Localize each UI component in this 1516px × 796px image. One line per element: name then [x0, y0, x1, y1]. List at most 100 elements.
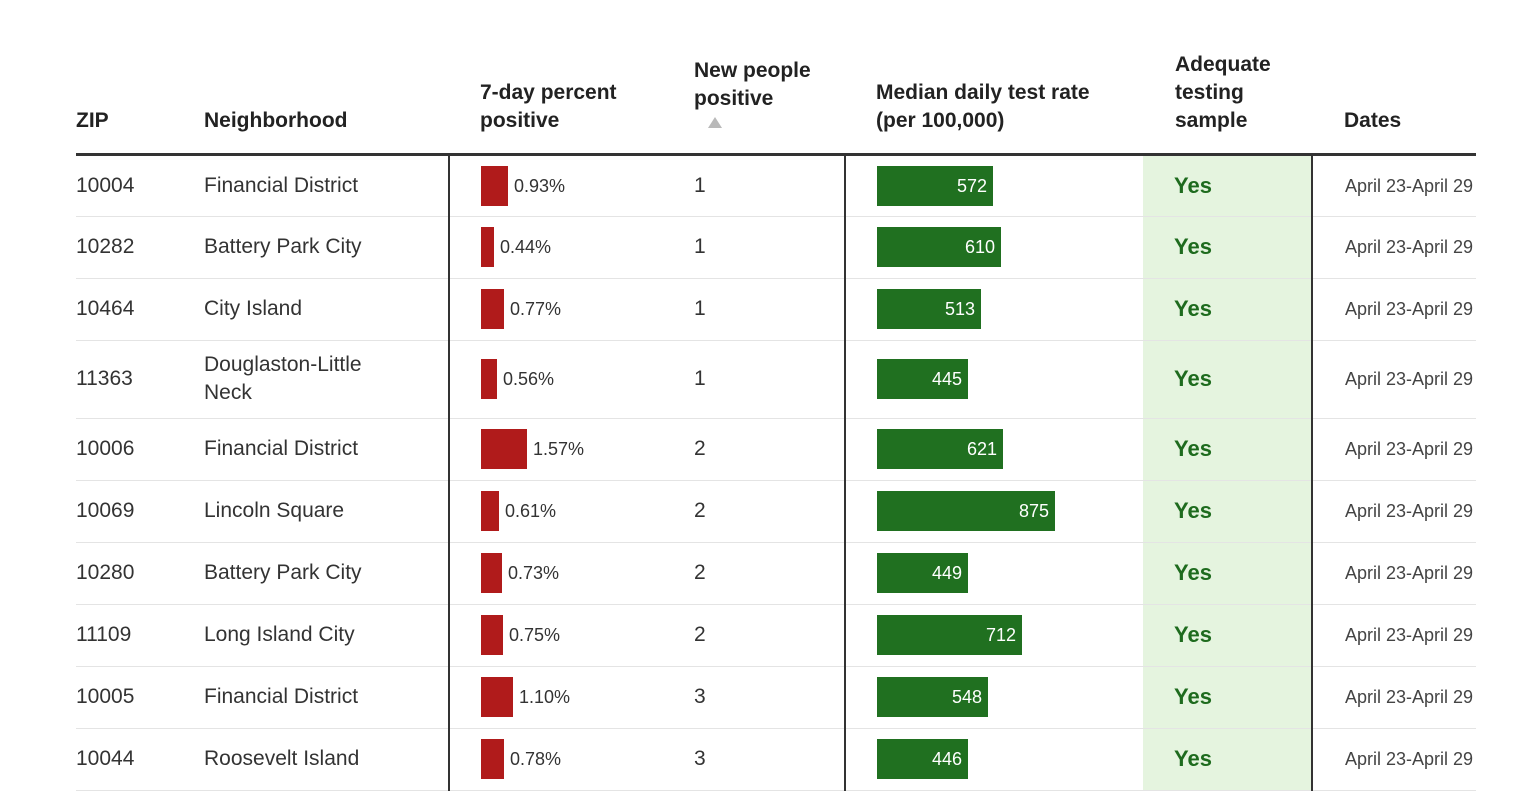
test-rate-bar: 610 — [877, 227, 1001, 267]
adequate-sample-cell: Yes — [1143, 666, 1312, 729]
test-rate-bar: 513 — [877, 289, 981, 329]
test-rate-bar: 572 — [877, 165, 993, 206]
zip-cell: 11109 — [76, 604, 204, 667]
column-header-test-rate[interactable]: Median daily test rate (per 100,000) — [845, 0, 1143, 156]
dates-cell: April 23-April 29 — [1311, 278, 1476, 341]
table-row: 10069 Lincoln Square 0.61% 2 875 Yes April 23-… — [76, 480, 1476, 543]
test-rate-bar: 548 — [877, 677, 988, 717]
neighborhood-cell: Lincoln Square — [204, 480, 449, 543]
table-row: 10004 Financial District 0.93% 1 572 Yes April… — [76, 154, 1476, 217]
percent-positive-bar — [481, 615, 503, 655]
percent-positive-cell: 0.78% — [448, 728, 694, 791]
dates-cell: April 23-April 29 — [1311, 604, 1476, 667]
column-header-adequate-sample[interactable]: Adequate testing sample — [1143, 0, 1312, 156]
zip-cell: 10282 — [76, 216, 204, 279]
zip-cell: 10005 — [76, 666, 204, 729]
percent-positive-label: 0.56% — [503, 369, 555, 389]
percent-positive-label: 1.10% — [519, 687, 571, 707]
dates-cell: April 23-April 29 — [1311, 542, 1476, 605]
percent-positive-label: 0.78% — [510, 749, 562, 769]
percent-positive-bar-group: 0.78% — [481, 739, 694, 779]
percent-positive-bar-group: 0.61% — [481, 491, 694, 531]
percent-positive-cell: 0.56% — [448, 340, 694, 419]
percent-positive-label: 0.44% — [500, 237, 552, 257]
zip-cell: 10006 — [76, 418, 204, 481]
percent-positive-cell: 0.61% — [448, 480, 694, 543]
test-rate-cell: 621 — [844, 418, 1143, 481]
test-rate-bar: 445 — [877, 359, 968, 399]
percent-positive-label: 0.73% — [508, 563, 560, 583]
percent-positive-cell: 1.10% — [448, 666, 694, 729]
column-header-new-positive[interactable]: New people positive — [694, 0, 845, 156]
table-body: 10004 Financial District 0.93% 1 572 Yes April… — [76, 154, 1476, 791]
new-positive-cell: 1 — [694, 154, 845, 217]
percent-positive-bar-group: 0.93% — [481, 165, 694, 206]
zip-cell: 10280 — [76, 542, 204, 605]
test-rate-bar: 712 — [877, 615, 1022, 655]
neighborhood-cell: Battery Park City — [204, 542, 449, 605]
percent-positive-bar-group: 0.75% — [481, 615, 694, 655]
percent-positive-label: 0.77% — [510, 299, 562, 319]
percent-positive-bar — [481, 165, 508, 206]
column-header-neighborhood[interactable]: Neighborhood — [204, 0, 449, 156]
percent-positive-bar — [481, 289, 504, 329]
test-rate-cell: 445 — [844, 340, 1143, 419]
neighborhood-cell: Financial District — [204, 666, 449, 729]
neighborhood-cell: Financial District — [204, 418, 449, 481]
percent-positive-bar-group: 0.77% — [481, 289, 694, 329]
neighborhood-cell: Battery Park City — [204, 216, 449, 279]
adequate-sample-cell: Yes — [1143, 480, 1312, 543]
new-positive-cell: 2 — [694, 480, 845, 543]
test-rate-bar: 875 — [877, 491, 1055, 531]
percent-positive-label: 0.61% — [505, 501, 557, 521]
test-rate-cell: 712 — [844, 604, 1143, 667]
column-header-new-positive-label: New people positive — [694, 58, 811, 110]
percent-positive-label: 1.57% — [533, 439, 585, 459]
sort-ascending-icon[interactable] — [708, 116, 722, 128]
column-header-dates[interactable]: Dates — [1312, 0, 1476, 156]
neighborhood-cell: Douglaston-Little Neck — [204, 340, 449, 419]
percent-positive-bar-group: 0.44% — [481, 227, 694, 267]
covid-zip-table: ZIP Neighborhood 7-day percent positive … — [76, 0, 1476, 791]
percent-positive-cell: 0.77% — [448, 278, 694, 341]
adequate-sample-cell: Yes — [1143, 340, 1312, 419]
percent-positive-label: 0.93% — [514, 175, 566, 196]
percent-positive-bar-group: 1.57% — [481, 429, 694, 469]
adequate-sample-cell: Yes — [1143, 604, 1312, 667]
test-rate-cell: 548 — [844, 666, 1143, 729]
percent-positive-cell: 0.75% — [448, 604, 694, 667]
new-positive-cell: 1 — [694, 216, 845, 279]
table-header-row: ZIP Neighborhood 7-day percent positive … — [76, 0, 1476, 156]
column-header-percent-positive[interactable]: 7-day percent positive — [449, 0, 694, 156]
dates-cell: April 23-April 29 — [1311, 216, 1476, 279]
table-row: 11109 Long Island City 0.75% 2 712 Yes April 2… — [76, 604, 1476, 667]
test-rate-cell: 610 — [844, 216, 1143, 279]
neighborhood-cell: Financial District — [204, 154, 449, 217]
adequate-sample-cell: Yes — [1143, 418, 1312, 481]
table-row: 10044 Roosevelt Island 0.78% 3 446 Yes April 2… — [76, 728, 1476, 791]
zip-cell: 10004 — [76, 154, 204, 217]
test-rate-bar: 446 — [877, 739, 968, 779]
zip-cell: 10069 — [76, 480, 204, 543]
table-row: 10280 Battery Park City 0.73% 2 449 Yes April … — [76, 542, 1476, 605]
column-header-zip[interactable]: ZIP — [76, 0, 204, 156]
percent-positive-bar-group: 0.73% — [481, 553, 694, 593]
adequate-sample-cell: Yes — [1143, 216, 1312, 279]
dates-cell: April 23-April 29 — [1311, 728, 1476, 791]
table-row: 10282 Battery Park City 0.44% 1 610 Yes April … — [76, 216, 1476, 279]
dates-cell: April 23-April 29 — [1311, 418, 1476, 481]
neighborhood-cell: City Island — [204, 278, 449, 341]
new-positive-cell: 2 — [694, 604, 845, 667]
zip-cell: 10044 — [76, 728, 204, 791]
percent-positive-cell: 0.44% — [448, 216, 694, 279]
percent-positive-bar — [481, 359, 497, 399]
test-rate-cell: 446 — [844, 728, 1143, 791]
percent-positive-bar-group: 0.56% — [481, 359, 694, 399]
dates-cell: April 23-April 29 — [1311, 154, 1476, 217]
table-row: 11363 Douglaston-Little Neck 0.56% 1 445 Yes A… — [76, 340, 1476, 419]
new-positive-cell: 1 — [694, 340, 845, 419]
test-rate-bar: 621 — [877, 429, 1003, 469]
table-row: 10005 Financial District 1.10% 3 548 Yes April… — [76, 666, 1476, 729]
adequate-sample-cell: Yes — [1143, 278, 1312, 341]
percent-positive-bar — [481, 677, 513, 717]
